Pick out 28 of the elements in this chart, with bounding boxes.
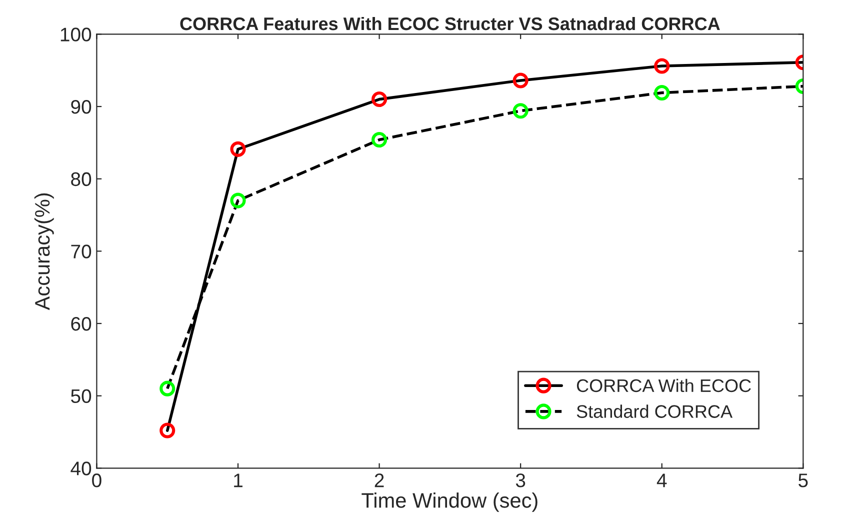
point [230, 192, 246, 208]
point [230, 141, 246, 157]
y-tick-label: 40 [70, 462, 92, 476]
x-tick-label: 2 [374, 474, 384, 488]
legend-label: Standard CORRCA [576, 404, 733, 418]
x-tick-label: 3 [516, 474, 526, 488]
point [512, 103, 528, 119]
point [372, 132, 388, 148]
y-tick-label: 50 [71, 389, 92, 404]
x-tick-label: 1 [234, 474, 242, 488]
point [160, 422, 176, 438]
y-axis-title: Accuracy(%) [34, 193, 54, 310]
y-tick-label: 70 [71, 244, 92, 258]
y-tick-label: 60 [71, 316, 92, 331]
point [512, 72, 528, 88]
legend-label: CORRCA With ECOC [576, 378, 751, 392]
point [654, 58, 670, 74]
x-tick-label: 4 [656, 474, 667, 488]
point [160, 380, 176, 396]
point [372, 92, 388, 108]
y-tick-label: 100 [60, 28, 92, 42]
x-axis-title: Time Window (sec) [362, 492, 538, 512]
y-tick-label: 90 [71, 100, 92, 114]
chart-title: CORRCA Features With ECOC Structer VS Satnadrad CORRCA [180, 16, 720, 30]
y-tick-label: 80 [71, 172, 92, 186]
x-tick-label: 5 [798, 474, 808, 488]
x-tick-label: 0 [92, 474, 102, 488]
point [654, 84, 670, 101]
